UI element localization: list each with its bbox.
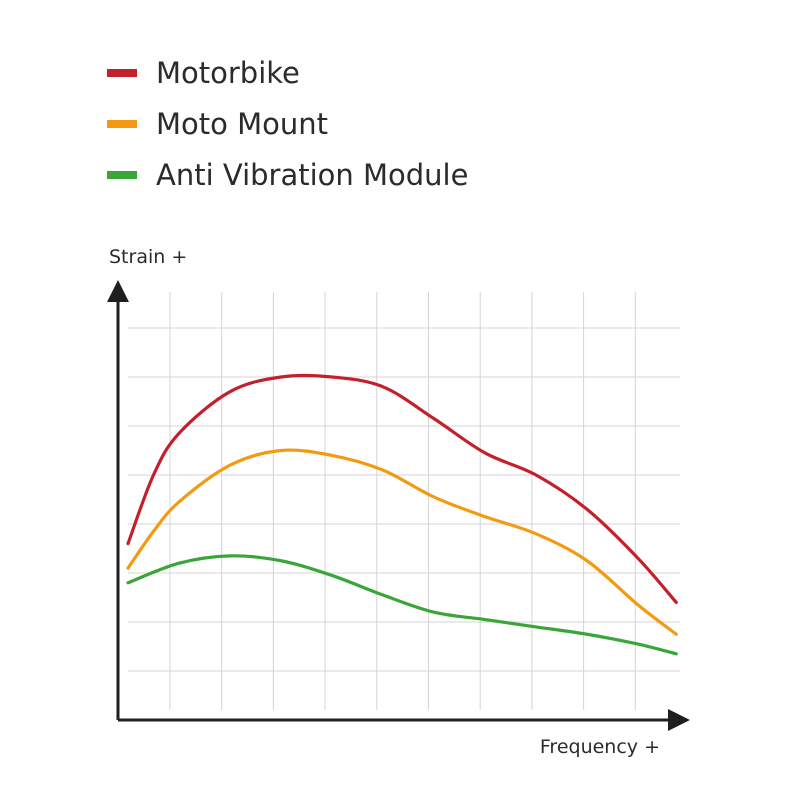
legend-swatch <box>107 171 137 179</box>
y-axis-label: Strain + <box>109 246 187 268</box>
x-axis-label: Frequency + <box>540 736 660 758</box>
axes <box>107 280 690 731</box>
series-line-motorbike <box>126 373 678 604</box>
legend-label: Anti Vibration Module <box>156 158 468 192</box>
series-lines <box>126 373 678 656</box>
legend-swatch <box>107 120 137 128</box>
series-line-anti-vibration-module <box>126 554 678 656</box>
legend-label: Moto Mount <box>156 107 328 141</box>
legend-swatch <box>107 69 137 77</box>
legend: Motorbike Moto Mount Anti Vibration Module <box>107 56 468 192</box>
series-line-moto-mount <box>126 448 678 636</box>
y-axis-arrow-icon <box>107 280 129 302</box>
grid <box>128 292 680 710</box>
legend-label: Motorbike <box>156 56 300 90</box>
x-axis-arrow-icon <box>668 709 690 731</box>
